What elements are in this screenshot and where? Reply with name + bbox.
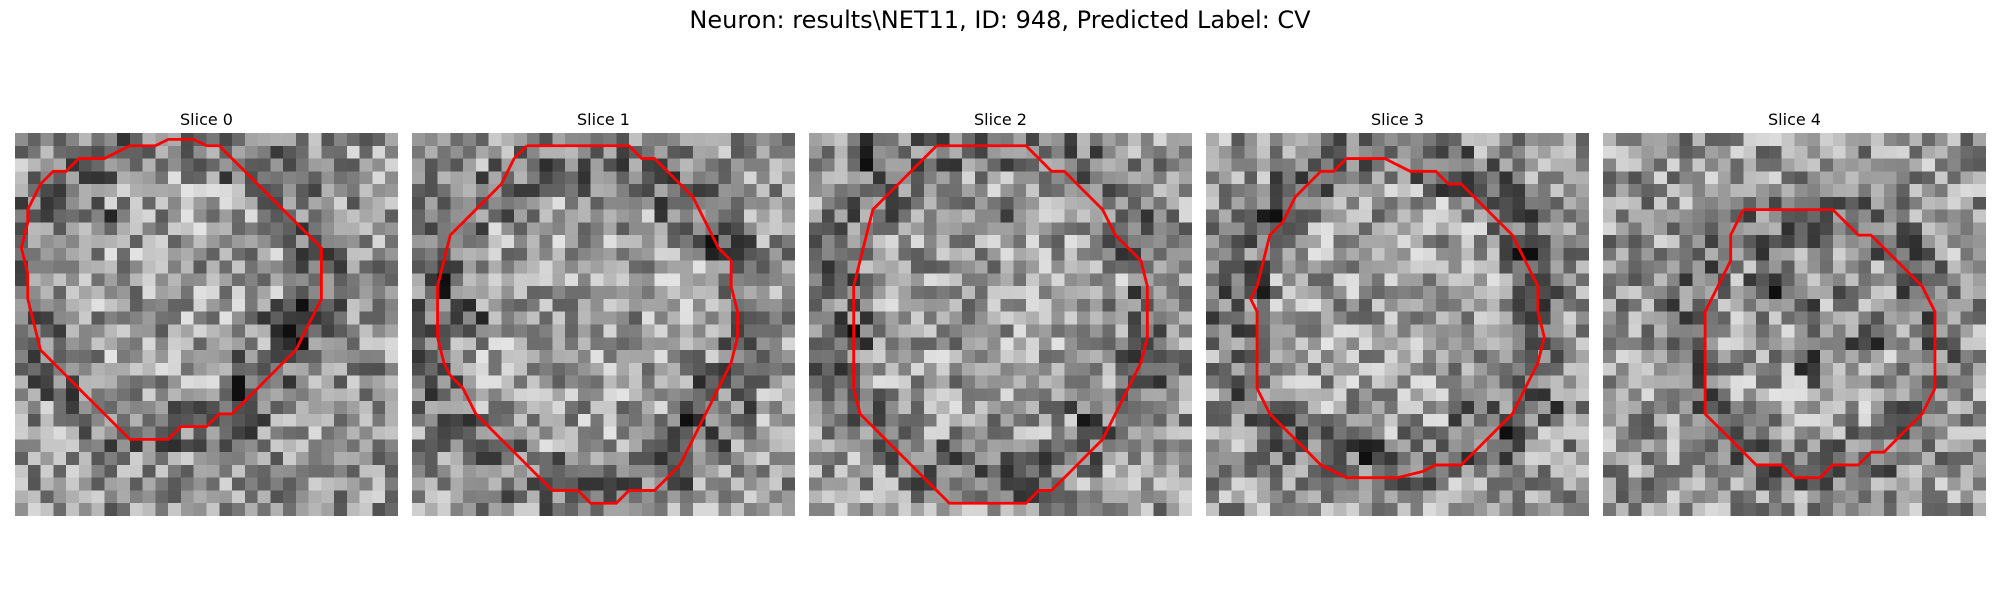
- slice-panel-1: Slice 1: [412, 108, 795, 516]
- slice-3-pixels: [1206, 133, 1589, 516]
- slice-0-image: [15, 133, 398, 516]
- slice-0-pixels: [15, 133, 398, 516]
- slice-4-pixels: [1603, 133, 1986, 516]
- slice-0-contour: [19, 137, 323, 441]
- slice-panel-3: Slice 3: [1206, 108, 1589, 516]
- slice-3-image: [1206, 133, 1589, 516]
- figure-title: Neuron: results\NET11, ID: 948, Predicte…: [689, 6, 1311, 34]
- slice-3-title: Slice 3: [1371, 110, 1424, 129]
- slice-2-contour: [852, 144, 1149, 505]
- slice-4-contour: [1703, 208, 1937, 480]
- slice-panel-0: Slice 0: [15, 108, 398, 516]
- slice-panel-2: Slice 2: [809, 108, 1192, 516]
- slice-4-title: Slice 4: [1768, 110, 1821, 129]
- slice-0-title: Slice 0: [180, 110, 233, 129]
- slice-3-contour: [1249, 157, 1546, 480]
- slice-4-image: [1603, 133, 1986, 516]
- slice-panel-4: Slice 4: [1603, 108, 1986, 516]
- slice-1-image: [412, 133, 795, 516]
- slice-2-image: [809, 133, 1192, 516]
- slice-2-title: Slice 2: [974, 110, 1027, 129]
- slice-1-title: Slice 1: [577, 110, 630, 129]
- slice-1-contour: [436, 144, 739, 505]
- slice-2-pixels: [809, 133, 1192, 516]
